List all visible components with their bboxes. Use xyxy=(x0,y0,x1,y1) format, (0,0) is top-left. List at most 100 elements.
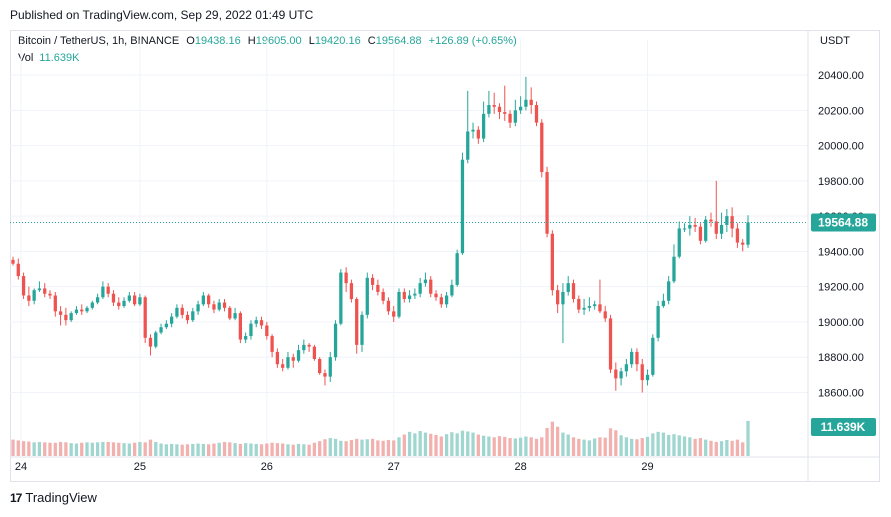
candle-body xyxy=(11,259,15,264)
volume-bar xyxy=(529,437,533,456)
close-key: C xyxy=(367,35,376,47)
tradingview-logo-icon[interactable]: 17 xyxy=(10,490,22,505)
volume-bar xyxy=(355,438,359,456)
volume-bar xyxy=(735,439,740,456)
volume-bar xyxy=(233,443,237,456)
candle-body xyxy=(661,300,666,307)
candle-body xyxy=(349,283,354,300)
currency-label: USDT xyxy=(820,35,850,47)
symbol-label[interactable]: Bitcoin / TetherUS, 1h, BINANCE xyxy=(18,35,180,47)
candle-body xyxy=(74,309,79,314)
volume-bar xyxy=(497,436,502,456)
volume-bar xyxy=(32,442,36,456)
candle-body xyxy=(651,337,655,375)
y-tick-label: 20400.00 xyxy=(818,70,864,82)
candle-body xyxy=(746,222,750,245)
candle-body xyxy=(429,279,433,294)
volume-bar xyxy=(381,440,385,456)
volume-bar xyxy=(111,442,116,456)
candle-body xyxy=(217,302,221,310)
volume-bar xyxy=(423,432,428,456)
volume-bar xyxy=(80,442,84,456)
candle-body xyxy=(603,311,607,319)
volume-bar xyxy=(185,444,190,456)
volume-bar xyxy=(571,437,576,456)
volume-bar xyxy=(593,438,597,456)
candle-body xyxy=(27,295,31,301)
volume-bar xyxy=(466,431,470,456)
candle-body xyxy=(524,99,528,107)
candle-body xyxy=(518,106,523,111)
volume-bar xyxy=(201,443,205,456)
candle-body xyxy=(376,284,380,292)
candle-body xyxy=(355,299,359,345)
volume-bar xyxy=(180,444,184,456)
candle-body xyxy=(191,311,195,321)
candle-body xyxy=(571,283,576,300)
volume-bar xyxy=(630,438,634,456)
volume-bar xyxy=(746,420,750,456)
candle-body xyxy=(48,293,52,296)
candle-body xyxy=(122,300,126,307)
volume-bar xyxy=(53,442,57,456)
volume-bar xyxy=(370,438,375,456)
candle-body xyxy=(323,373,327,377)
volume-bar xyxy=(444,434,449,456)
candle-body xyxy=(138,297,142,305)
volume-bar xyxy=(397,437,401,456)
volume-bar xyxy=(640,438,644,456)
volume-bar xyxy=(175,444,179,456)
volume-bar xyxy=(222,441,227,456)
candle-body xyxy=(709,219,713,222)
volume-bar xyxy=(254,443,258,456)
volume-bar xyxy=(376,440,380,456)
candle-body xyxy=(344,272,348,284)
candle-body xyxy=(481,113,486,139)
volume-bar xyxy=(476,434,480,456)
volume-bar xyxy=(392,440,396,456)
volume-key: Vol xyxy=(18,52,34,64)
candle-body xyxy=(164,323,168,328)
volume-bar xyxy=(148,439,153,456)
volume-bar xyxy=(270,442,274,456)
candle-body xyxy=(196,304,200,312)
volume-bar xyxy=(518,437,523,456)
volume-bar xyxy=(725,440,729,456)
volume-bar xyxy=(534,438,539,456)
volume-bar xyxy=(159,443,163,456)
low-value: 19420.16 xyxy=(314,35,361,47)
volume-bar xyxy=(682,436,687,456)
candle-body xyxy=(148,337,153,347)
candle-body xyxy=(37,288,42,291)
candle-body xyxy=(698,226,703,241)
candle-body xyxy=(418,283,422,294)
volume-bar xyxy=(550,421,554,456)
y-tick-label: 18600.00 xyxy=(818,387,864,399)
candle-body xyxy=(296,350,301,361)
x-tick-label: 27 xyxy=(388,461,400,473)
volume-bar xyxy=(143,442,147,456)
close-value: 19564.88 xyxy=(375,35,422,47)
candle-body xyxy=(460,159,465,254)
volume-bar xyxy=(127,443,131,456)
footer-brand[interactable]: TradingView xyxy=(25,490,97,505)
volume-bar xyxy=(138,441,142,456)
volume-bar xyxy=(365,439,369,456)
volume-bar xyxy=(540,437,544,456)
candle-body xyxy=(534,105,539,123)
candle-body xyxy=(550,233,554,291)
candle-body xyxy=(386,300,391,312)
volume-bar xyxy=(333,438,338,456)
volume-bar xyxy=(672,434,676,456)
candle-body xyxy=(339,272,343,324)
volume-bar xyxy=(402,434,406,456)
candle-body xyxy=(180,307,184,315)
volume-bar xyxy=(614,430,618,456)
volume-bar xyxy=(169,443,174,456)
candle-body xyxy=(434,293,438,298)
candle-body xyxy=(370,277,375,285)
candle-body xyxy=(64,314,68,321)
volume-bar xyxy=(386,440,391,456)
candle-body xyxy=(291,357,295,361)
